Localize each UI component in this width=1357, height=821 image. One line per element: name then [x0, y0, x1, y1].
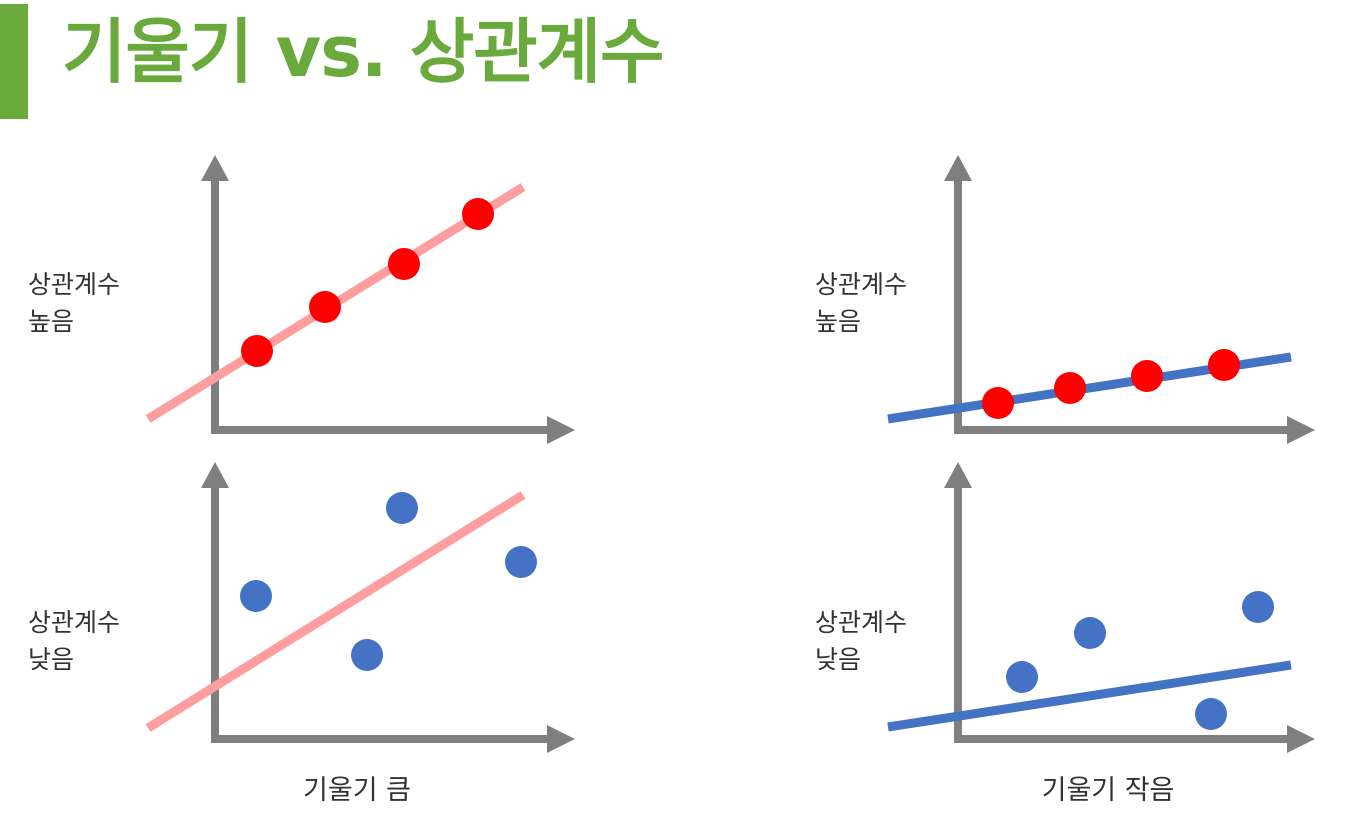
row-label-line-1: 상관계수	[815, 608, 908, 637]
row-label-panel-2: 상관계수 높음	[815, 266, 907, 340]
data-point-panel-3-4	[505, 546, 537, 578]
x-axis-arrow-icon-panel-1	[547, 416, 575, 444]
data-point-panel-1-3	[388, 248, 420, 280]
row-label-panel-1: 상관계수 높음	[28, 266, 120, 340]
y-axis-arrow-icon-panel-1	[201, 155, 229, 181]
data-point-panel-1-4	[462, 198, 494, 230]
y-axis-arrow-icon-panel-2	[944, 155, 972, 181]
data-point-panel-2-3	[1131, 360, 1163, 392]
data-point-panel-4-1	[1006, 661, 1038, 693]
trend-line-panel-4	[887, 660, 1292, 732]
data-point-panel-4-2	[1074, 617, 1106, 649]
row-label-line-1: 상관계수	[815, 270, 908, 299]
title-accent-bar	[0, 4, 28, 119]
data-point-panel-4-4	[1242, 591, 1274, 623]
x-axis-arrow-icon-panel-3	[547, 725, 575, 753]
data-point-panel-3-1	[240, 580, 272, 612]
data-point-panel-2-1	[982, 387, 1014, 419]
y-axis-arrow-icon-panel-3	[201, 462, 229, 488]
x-axis-arrow-icon-panel-2	[1287, 416, 1315, 444]
page-title: 기울기 vs. 상관계수	[62, 11, 664, 93]
row-label-line-2: 낮음	[28, 645, 75, 674]
data-point-panel-3-2	[386, 492, 418, 524]
row-label-line-2: 높음	[28, 307, 75, 336]
row-label-panel-4: 상관계수 낮음	[815, 604, 907, 678]
row-label-line-1: 상관계수	[28, 608, 121, 637]
trend-line-panel-3	[145, 491, 526, 732]
data-point-panel-4-3	[1195, 698, 1227, 730]
data-point-panel-3-3	[351, 639, 383, 671]
row-label-line-2: 낮음	[815, 645, 862, 674]
data-point-panel-1-1	[241, 335, 273, 367]
column-caption-steep: 기울기 큼	[303, 775, 411, 806]
row-label-line-2: 높음	[815, 307, 862, 336]
row-label-panel-3: 상관계수 낮음	[28, 604, 120, 678]
x-axis-arrow-icon-panel-4	[1287, 725, 1315, 753]
data-point-panel-2-2	[1054, 372, 1086, 404]
data-point-panel-2-4	[1208, 349, 1240, 381]
row-label-line-1: 상관계수	[28, 270, 121, 299]
column-caption-shallow: 기울기 작음	[1041, 775, 1175, 806]
data-point-panel-1-2	[309, 291, 341, 323]
y-axis-arrow-icon-panel-4	[944, 462, 972, 488]
